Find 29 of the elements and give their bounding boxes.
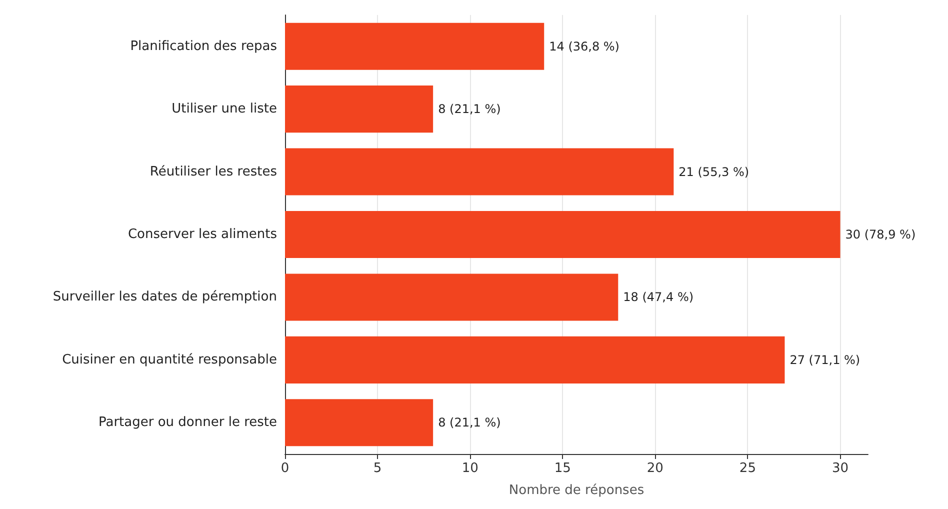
data-label: 18 (47,4 %) [623,290,694,304]
x-tick-label: 5 [373,461,382,476]
y-tick-label: Utiliser une liste [172,102,277,117]
x-tick-label: 30 [832,461,849,476]
bar [285,399,434,446]
y-tick-label: Conserver les aliments [128,227,278,242]
x-tick-label: 10 [462,461,478,476]
data-label: 8 (21,1 %) [438,416,501,430]
data-label: 21 (55,3 %) [678,164,750,179]
x-axis-title: Nombre de réponses [508,483,644,498]
data-label: 27 (71,1 %) [790,352,860,367]
bar [285,274,618,321]
y-tick-label: Partager ou donner le reste [98,415,277,430]
bar [285,22,544,70]
x-tick-label: 15 [554,461,571,476]
y-tick-label: Planification des repas [130,38,278,54]
data-label: 8 (21,1 %) [438,102,501,116]
x-tick-label: 20 [646,461,664,476]
y-tick-label: Surveiller les dates de péremption [52,290,277,305]
data-label: 30 (78,9 %) [845,228,916,242]
y-tick-label: Réutiliser les restes [150,164,278,180]
x-tick-label: 25 [739,461,756,476]
bar [285,86,434,133]
data-label: 14 (36,8 %) [549,39,620,54]
y-tick-label: Cuisiner en quantité responsable [62,352,277,368]
bar [285,336,785,384]
x-tick-label: 0 [280,461,290,476]
bar [285,148,674,196]
bar [285,210,840,258]
